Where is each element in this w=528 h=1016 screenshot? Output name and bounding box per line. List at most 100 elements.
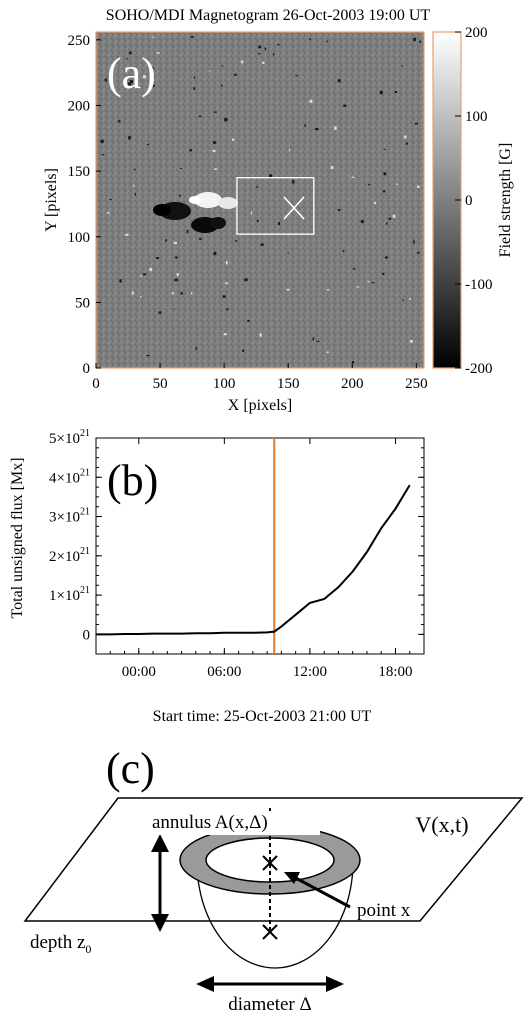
speckle [223, 333, 227, 336]
speckle [225, 261, 228, 265]
x-tick-label: 100 [213, 376, 236, 392]
speckle [277, 43, 280, 46]
speckle [256, 219, 259, 222]
speckle [130, 79, 133, 84]
speckle [156, 52, 160, 54]
speckle [208, 70, 211, 72]
speckle [258, 53, 261, 55]
speckle [179, 194, 181, 197]
speckle [156, 257, 160, 259]
speckle [247, 320, 250, 322]
speckle [180, 292, 183, 295]
speckle [242, 349, 245, 352]
speckle [106, 212, 110, 214]
volume-label: V(x,t) [415, 812, 468, 837]
speckle [316, 340, 320, 342]
speckle [326, 351, 329, 354]
speckle [133, 168, 136, 170]
speckle [382, 272, 385, 275]
speckle [193, 87, 196, 90]
speckle [195, 347, 197, 350]
panel-b-y-label: Total unsigned flux [Mx] [9, 457, 26, 618]
speckle [127, 82, 132, 86]
panel-a-title: SOHO/MDI Magnetogram 26-Oct-2003 19:00 U… [106, 7, 431, 24]
speckle [413, 240, 415, 244]
speckle [260, 243, 264, 246]
speckle [403, 135, 407, 139]
colorbar-tick-label: 100 [465, 109, 488, 125]
speckle [224, 117, 228, 122]
speckle [286, 288, 290, 291]
speckle [173, 242, 177, 244]
speckle [392, 214, 396, 218]
speckle [413, 37, 416, 42]
panel-a-letter: (a) [107, 49, 156, 98]
x-tick-label: 12:00 [293, 664, 327, 680]
speckle [235, 240, 238, 242]
y-tick-label: 0 [83, 361, 91, 377]
surface-point-icon [262, 855, 278, 871]
y-tick-label: 2×1021 [49, 546, 90, 565]
y-tick-label: 250 [68, 33, 91, 49]
speckle [146, 355, 150, 357]
speckle [309, 99, 313, 103]
volume-plane [23, 797, 524, 922]
speckle [165, 239, 167, 242]
speckle [386, 222, 388, 225]
speckle [288, 149, 291, 152]
speckle [272, 53, 275, 56]
speckle [186, 229, 189, 234]
diameter-arrow-icon [196, 976, 344, 992]
speckle [140, 296, 142, 298]
speckle [402, 299, 404, 301]
speckle [395, 183, 398, 185]
speckle [191, 292, 193, 295]
colorbar-label: Field strength [G] [497, 143, 514, 258]
speckle [140, 274, 142, 278]
speckle [368, 183, 370, 186]
y-tick-label: 50 [75, 295, 90, 311]
speckle [173, 308, 175, 310]
speckle [287, 252, 289, 254]
speckle [374, 201, 377, 205]
speckle [388, 217, 392, 220]
marker-x-icon [283, 196, 305, 220]
speckle [351, 176, 355, 178]
speckle [394, 91, 397, 93]
speckle [342, 250, 345, 253]
speckle [153, 84, 155, 87]
magnetogram-speckles [100, 36, 422, 364]
x-tick-label: 0 [92, 376, 100, 392]
speckle [259, 333, 262, 337]
x-tick-label: 200 [341, 376, 364, 392]
speckle [172, 291, 174, 295]
y-tick-label: 200 [68, 99, 91, 115]
speckle [383, 172, 387, 176]
speckle [417, 185, 420, 188]
panel-b-x-ticks: 00:00 06:00 12:00 18:00 [95, 438, 425, 680]
speckle [269, 174, 273, 177]
speckle [198, 115, 202, 118]
speckle [221, 84, 223, 87]
depth-arrow-icon [151, 834, 169, 932]
speckle [292, 180, 295, 184]
annulus-label: annulus A(x,Δ) [152, 812, 268, 833]
speckle [147, 143, 149, 146]
y-tick-label: 5×1021 [49, 428, 90, 447]
y-tick-label: 150 [68, 164, 91, 180]
x-tick-label: 250 [405, 376, 428, 392]
speckle [401, 65, 403, 67]
speckle [225, 282, 228, 285]
magnetogram-image [95, 31, 425, 369]
speckle [134, 192, 136, 196]
speckle [176, 273, 179, 277]
colorbar-tick-label: -200 [465, 361, 493, 377]
speckle [419, 40, 422, 43]
speckle [128, 51, 132, 55]
depth-point-icon [262, 924, 278, 940]
x-tick-label: 150 [277, 376, 300, 392]
colorbar-tick-label: 200 [465, 25, 488, 41]
speckle [226, 308, 229, 311]
speckle [221, 65, 224, 67]
speckle [142, 273, 147, 276]
